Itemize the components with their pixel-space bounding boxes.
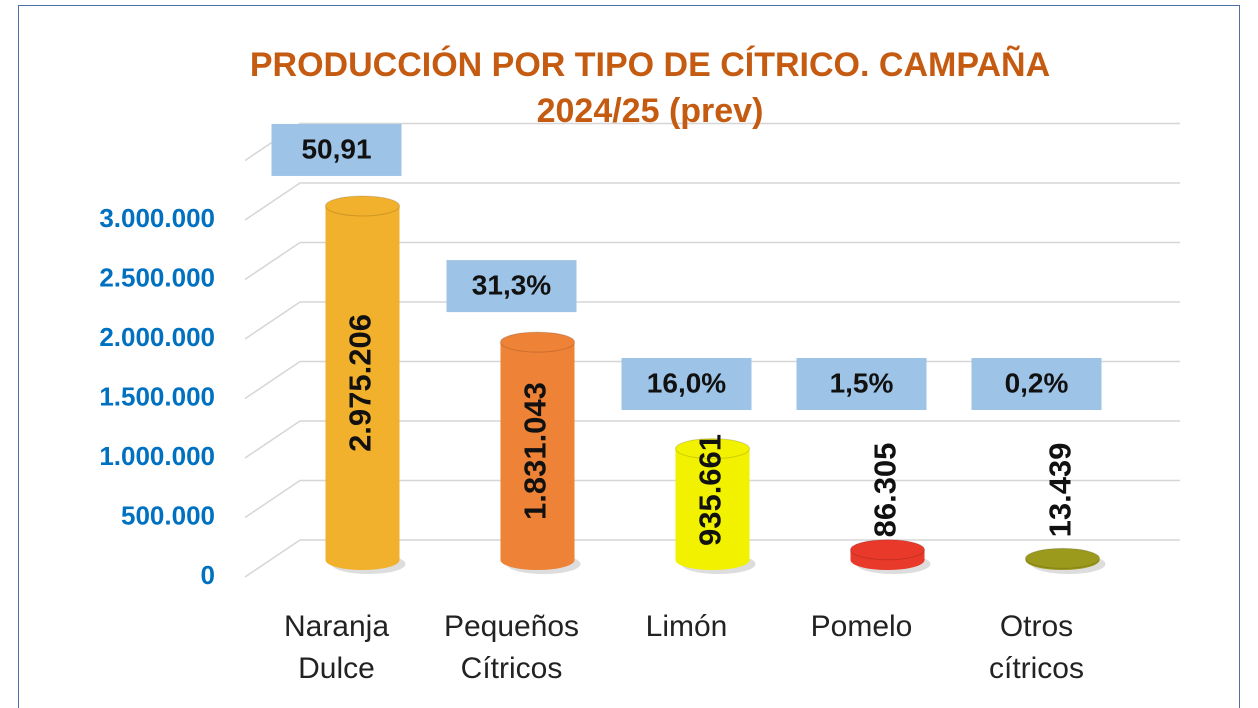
share-label: 1,5% xyxy=(830,367,894,398)
y-tick-label: 1.500.000 xyxy=(99,381,215,411)
share-box xyxy=(446,260,577,313)
x-tick-label: Otros cítricos xyxy=(988,610,1084,685)
value-label: 86.305 xyxy=(868,443,903,538)
x-tick-label: Pomelo xyxy=(810,610,913,643)
y-tick-label: 0 xyxy=(201,560,215,590)
y-tick-label: 2.000.000 xyxy=(99,322,215,352)
grid-line xyxy=(244,301,1180,340)
grid-line xyxy=(244,122,1180,162)
cylinder-top xyxy=(500,331,575,353)
frame xyxy=(18,5,1240,708)
y-tick-label: 500.000 xyxy=(121,500,215,530)
share-label: 31,3% xyxy=(472,269,551,300)
share-label: 0,2% xyxy=(1005,367,1069,398)
value-label: 1.831.043 xyxy=(518,382,553,520)
grid-line xyxy=(244,420,1180,459)
x-tick-label: Limón xyxy=(645,610,728,643)
value-label: 2.975.206 xyxy=(343,314,378,452)
bar-shade xyxy=(500,342,575,560)
value-label: 935.661 xyxy=(693,434,728,546)
cylinder-top xyxy=(325,195,400,217)
share-box xyxy=(621,358,752,410)
grid-line xyxy=(244,479,1180,519)
share-label: 50,91 xyxy=(301,133,371,164)
chart-title: PRODUCCIÓN POR TIPO DE CÍTRICO. CAMPAÑA … xyxy=(249,46,1051,130)
y-tick-label: 3.000.000 xyxy=(99,203,215,233)
x-tick-label: Pequeños Cítricos xyxy=(443,610,580,685)
share-box xyxy=(271,123,402,176)
grid-line xyxy=(244,182,1180,221)
bar-shade xyxy=(325,205,400,560)
share-box xyxy=(796,358,927,410)
cylinder-top xyxy=(850,539,925,561)
cylinder-top xyxy=(1025,547,1100,569)
y-tick-label: 1.000.000 xyxy=(99,441,215,471)
y-tick-label: 2.500.000 xyxy=(99,262,215,292)
grid-line xyxy=(244,241,1180,281)
cylinder-top xyxy=(675,438,750,460)
value-label: 13.439 xyxy=(1043,443,1078,538)
share-box xyxy=(971,358,1102,410)
x-tick-label: Naranja Dulce xyxy=(283,610,390,685)
bar-shade xyxy=(675,448,750,560)
share-label: 16,0% xyxy=(647,367,726,398)
